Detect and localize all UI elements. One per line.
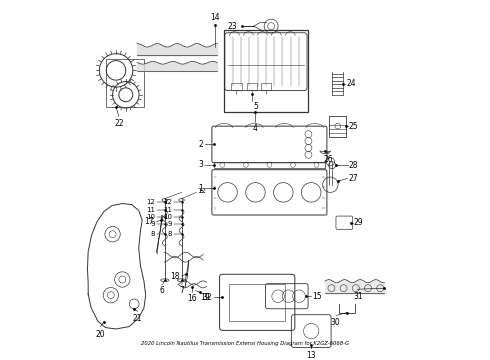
Text: 20: 20 [96, 330, 105, 339]
Text: 6: 6 [160, 287, 165, 296]
Text: 21: 21 [133, 314, 143, 323]
Text: 5: 5 [253, 103, 258, 112]
Text: 30: 30 [331, 318, 341, 327]
Text: 7: 7 [179, 287, 184, 296]
Text: 28: 28 [349, 161, 358, 170]
Text: 2020 Lincoln Nautilus Transmission Extensi Housing Diagram for K2GZ-6068-G: 2020 Lincoln Nautilus Transmission Exten… [141, 341, 349, 346]
Bar [329, 116, 346, 136]
Text: 12: 12 [147, 199, 155, 205]
Bar [214, 162, 325, 168]
Text: 18: 18 [171, 272, 180, 281]
Text: 11: 11 [147, 207, 155, 213]
Text: 12: 12 [163, 199, 172, 205]
Text: 27: 27 [348, 174, 358, 183]
Text: 4: 4 [253, 124, 258, 133]
Text: 17: 17 [144, 217, 154, 226]
Bar [261, 83, 271, 90]
Text: 8: 8 [168, 231, 172, 237]
Text: 32: 32 [202, 293, 212, 302]
Text: 10: 10 [163, 214, 172, 220]
Text: 24: 24 [346, 79, 356, 88]
Text: 29: 29 [354, 218, 364, 227]
Bar [231, 83, 242, 90]
Text: 2: 2 [198, 140, 203, 149]
Text: 11: 11 [163, 207, 172, 213]
Text: 3: 3 [198, 160, 203, 169]
Text: 31: 31 [354, 292, 364, 301]
Text: 22: 22 [114, 119, 123, 128]
Text: 15: 15 [312, 292, 321, 301]
Text: 23: 23 [228, 22, 237, 31]
Text: 9: 9 [151, 221, 155, 228]
Text: 1: 1 [198, 184, 203, 193]
Text: 25: 25 [348, 122, 358, 131]
Text: 9: 9 [168, 221, 172, 228]
Bar [247, 83, 257, 90]
Text: 19: 19 [200, 293, 210, 302]
Bar [229, 284, 285, 321]
Text: 16: 16 [187, 294, 197, 303]
Bar [106, 59, 144, 107]
Text: 12: 12 [197, 188, 206, 194]
Text: 14: 14 [211, 13, 220, 22]
Text: 10: 10 [147, 214, 155, 220]
Text: 26: 26 [324, 155, 334, 164]
Text: 8: 8 [151, 231, 155, 237]
Text: 13: 13 [306, 351, 316, 360]
Bar [224, 30, 308, 112]
